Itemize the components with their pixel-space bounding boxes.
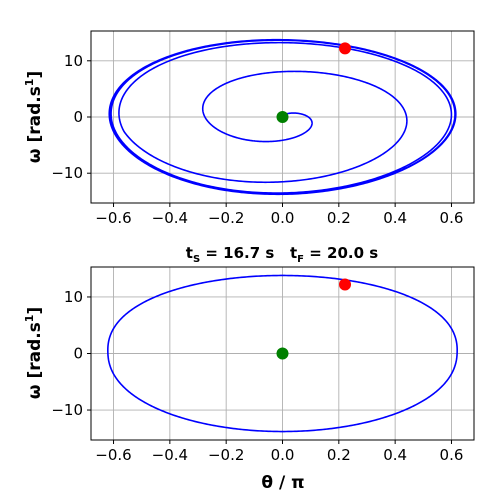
current-state-marker [339,42,352,55]
y-tick-label: 10 [64,52,83,70]
x-tick-label: −0.6 [95,446,131,464]
y-tick-label: −10 [51,401,83,419]
y-tick-label: 0 [73,108,83,126]
x-tick-label: 0.2 [327,446,351,464]
phase-trajectory-line [108,38,457,196]
origin-marker [276,347,289,360]
x-tick-label: −0.4 [152,209,188,227]
x-tick-label: −0.2 [208,209,244,227]
top-data-layer [108,38,457,196]
current-state-marker [339,278,352,291]
bottom-x-axis-label: θ / π [261,473,304,493]
x-tick-label: −0.6 [95,209,131,227]
phase-trajectory-line [107,274,458,433]
y-tick-label: −10 [51,164,83,182]
x-tick-label: 0.2 [327,209,351,227]
x-tick-label: 0.0 [271,209,295,227]
bottom-axis-ticks: −0.6 −0.4 −0.2 0.0 0.2 0.4 0.6 −10 0 10 [51,288,463,464]
y-tick-label: 10 [64,288,83,306]
bottom-plot-title: tS = 16.7 s tF = 20.0 s [186,244,378,265]
x-tick-label: 0.4 [383,209,407,227]
origin-marker [276,111,289,123]
x-tick-label: −0.2 [208,446,244,464]
bottom-y-axis-label: ω [rad.s1] [23,307,45,400]
y-tick-label: 0 [73,345,83,363]
x-tick-label: 0.6 [440,209,464,227]
top-axis-ticks: −0.6 −0.4 −0.2 0.0 0.2 0.4 0.6 −10 0 10 [51,52,463,227]
bottom-phase-plot: tS = 16.7 s tF = 20.0 s −0.6 −0.4 −0.2 0.0 0… [23,244,475,493]
x-tick-label: 0.0 [271,446,295,464]
x-tick-label: 0.6 [440,446,464,464]
x-tick-label: −0.4 [152,446,188,464]
top-y-axis-label: ω [rad.s1] [23,71,45,164]
top-phase-plot: −0.6 −0.4 −0.2 0.0 0.2 0.4 0.6 −10 0 10 ω [rad.s1… [23,30,475,227]
bottom-data-layer [107,274,458,433]
x-tick-label: 0.4 [383,446,407,464]
